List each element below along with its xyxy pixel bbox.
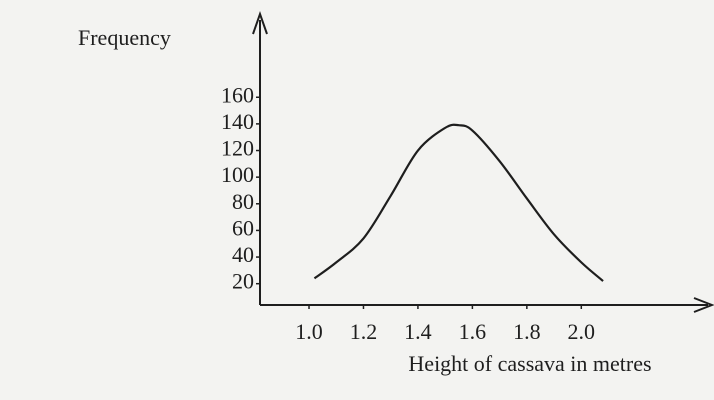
y-axis-label: Frequency [78,25,171,50]
x-tick-label: 1.8 [513,319,541,344]
y-tick-label: 60 [232,215,254,240]
curve [313,123,604,282]
y-tick-label: 100 [221,162,254,187]
x-tick-label: 2.0 [568,319,596,344]
x-tick-label: 1.0 [295,319,323,344]
y-tick-label: 140 [221,109,254,134]
y-tick-label: 40 [232,242,254,267]
x-tick-label: 1.2 [350,319,378,344]
x-tick-label: 1.6 [459,319,487,344]
y-tick-label: 160 [221,82,254,107]
y-tick-label: 80 [232,189,254,214]
x-axis [260,297,714,313]
y-axis [252,10,268,305]
x-axis-label: Height of cassava in metres [408,351,651,376]
y-tick-label: 20 [232,269,254,294]
x-tick-label: 1.4 [404,319,432,344]
y-tick-label: 120 [221,136,254,161]
